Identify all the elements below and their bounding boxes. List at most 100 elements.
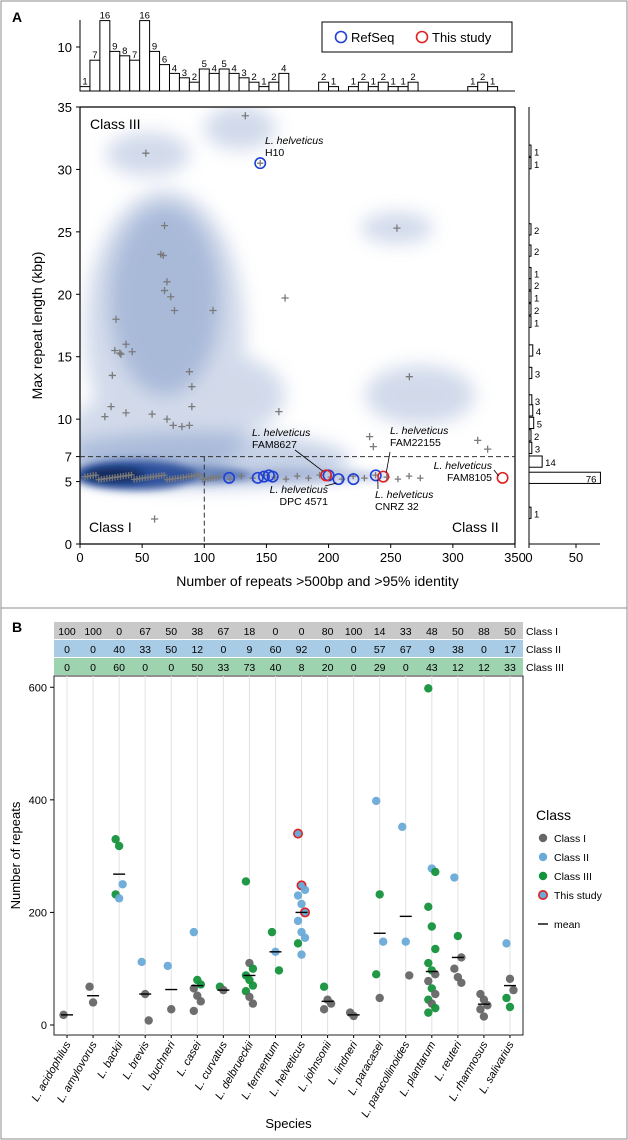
point-class-i: [405, 971, 414, 980]
class-table-cell: 12: [478, 662, 490, 674]
h10-cross: [257, 159, 264, 167]
grey-point: [188, 403, 196, 411]
class-table-cell: 0: [403, 662, 409, 674]
top-hist-count: 7: [92, 50, 97, 61]
point-class-ii: [293, 891, 303, 900]
annotation-strain: DPC 4571: [280, 496, 329, 508]
top-hist-count: 2: [192, 72, 197, 83]
top-hist-bar: [407, 81, 419, 92]
class-table-cell: 67: [400, 644, 412, 656]
density-cross: [405, 472, 413, 480]
point-class-iii: [424, 902, 433, 911]
class-table-cell: 50: [165, 626, 177, 638]
class-label-i: Class I: [89, 519, 132, 535]
refseq-point: [332, 473, 345, 486]
top-hist-count: 4: [212, 63, 217, 74]
top-hist-bar: [268, 81, 280, 92]
right-hist-bar: [528, 416, 535, 430]
class-table-cell: 88: [478, 626, 490, 638]
class-table-cell: 38: [452, 644, 464, 656]
grey-point: [122, 340, 130, 348]
y-tick-label: 5: [65, 475, 72, 490]
grey-point: [369, 443, 377, 451]
right-hist-count: 1: [534, 270, 539, 281]
point-class-ii: [398, 822, 407, 832]
density-cross: [305, 474, 312, 482]
point-class-i: [505, 974, 515, 984]
top-hist-count: 2: [361, 72, 366, 83]
panel-a-label: A: [12, 9, 22, 25]
right-hist-bar: [528, 157, 532, 170]
class-table-cell: 9: [246, 644, 252, 656]
class-table-cell: 50: [504, 626, 516, 638]
top-hist-bar: [377, 81, 389, 92]
point-class-ii: [297, 950, 306, 959]
class-table-cell: 67: [218, 626, 230, 638]
top-hist-count: 1: [400, 77, 405, 88]
refseq-point: [266, 470, 279, 483]
refseq-point: [223, 471, 236, 484]
top-hist-count: 5: [222, 59, 227, 70]
this-study-point: [377, 470, 390, 483]
point-class-i: [167, 1005, 176, 1014]
grey-point: [185, 368, 193, 376]
point-class-i: [483, 1001, 492, 1010]
density-cross: [226, 475, 234, 483]
grey-point: [365, 433, 374, 441]
right-hist-bar: [528, 471, 601, 484]
class-table-cell: 0: [90, 644, 96, 656]
grey-point: [275, 408, 283, 416]
grey-point: [101, 413, 109, 421]
point-class-iii: [427, 922, 437, 931]
right-hist-count: 3: [535, 370, 540, 381]
point-class-iii: [267, 927, 277, 937]
annotation-strain: H10: [265, 147, 284, 159]
point-class-iii: [375, 890, 384, 899]
point-class-iii: [114, 841, 124, 851]
panel-b-frame: [0, 607, 628, 1140]
class-table-cell: 33: [218, 662, 230, 674]
class-table-cell: 33: [400, 626, 412, 638]
point-class-i: [189, 1006, 199, 1016]
class-table-cell: 50: [452, 626, 464, 638]
y-tick-label: 25: [58, 225, 72, 240]
right-hist-count: 5: [537, 420, 542, 431]
top-hist-bar: [159, 64, 170, 92]
y-tick-label: 400: [29, 795, 47, 807]
class-table-cell: 50: [191, 662, 203, 674]
point-class-ii: [114, 894, 124, 903]
point-class-iii: [248, 964, 258, 973]
grey-point: [160, 286, 169, 295]
right-hist-count: 1: [534, 293, 539, 304]
right-hist-bar: [528, 244, 532, 257]
legend-b-title: Class: [536, 807, 571, 823]
top-hist-count: 4: [281, 63, 286, 74]
grey-point: [112, 315, 120, 323]
point-class-iii: [505, 1002, 515, 1012]
point-class-i: [245, 992, 254, 1002]
right-hist-bar: [528, 344, 534, 357]
density-cross: [394, 475, 402, 483]
point-class-i: [189, 984, 199, 993]
class-table-cell: 12: [191, 644, 203, 656]
grey-point: [167, 293, 175, 301]
point-class-i: [457, 978, 466, 987]
right-hist-count: 2: [534, 226, 539, 237]
legend-b-label: Class I: [554, 833, 586, 845]
right-hist-count: 2: [534, 432, 539, 443]
class-table-cell: 0: [168, 662, 174, 674]
class-table-cell: 0: [116, 626, 122, 638]
y-tick-label: 0: [65, 537, 72, 552]
density-cross: [238, 472, 245, 480]
top-hist-count: 2: [381, 72, 386, 83]
top-hist-bar: [89, 59, 101, 92]
x-tick-label: 100: [193, 550, 215, 565]
grey-point: [163, 415, 171, 423]
class-table-cell: 92: [296, 644, 308, 656]
right-hist-bar: [528, 290, 532, 303]
panel-b-label: B: [12, 619, 22, 635]
top-hist-count: 8: [122, 46, 127, 57]
right-hist-bar: [528, 266, 532, 280]
right-hist-bar: [528, 455, 543, 468]
